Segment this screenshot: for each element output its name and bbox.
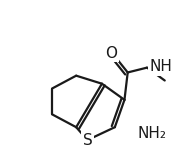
Text: NH: NH (149, 59, 172, 74)
Text: NH₂: NH₂ (137, 126, 166, 141)
Text: S: S (83, 133, 92, 148)
Text: O: O (106, 46, 118, 61)
